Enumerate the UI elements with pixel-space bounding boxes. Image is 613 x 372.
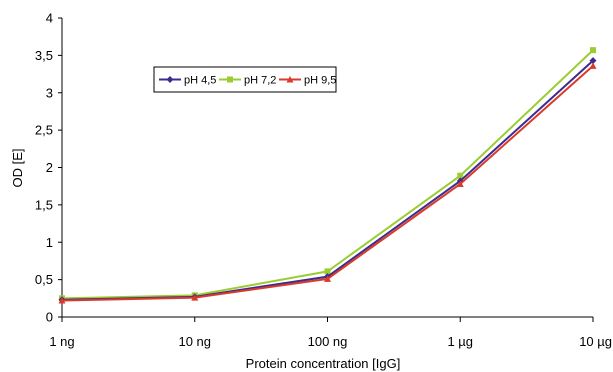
x-tick-label: 100 ng <box>308 334 348 349</box>
y-tick-label: 3,5 <box>35 48 53 63</box>
series-1 <box>58 57 597 304</box>
legend-swatch-marker <box>286 76 294 83</box>
data-point <box>191 294 199 301</box>
legend-label: pH 4,5 <box>184 75 216 87</box>
data-point <box>58 297 66 304</box>
y-tick-label: 2 <box>46 160 53 175</box>
y-tick-label: 0 <box>46 310 53 325</box>
legend-label: pH 9,5 <box>304 75 336 87</box>
y-tick-label: 4 <box>46 11 53 26</box>
legend-swatch-marker <box>166 76 174 83</box>
y-tick-label: 1 <box>46 235 53 250</box>
data-point <box>324 268 331 275</box>
legend-box <box>153 66 337 93</box>
data-point <box>589 57 597 65</box>
y-axis-label: OD [E] <box>10 148 25 187</box>
y-tick-label: 3 <box>46 85 53 100</box>
series-3 <box>58 62 597 304</box>
legend: pH 4,5 pH 7,2 pH 9,5 <box>153 66 337 93</box>
y-tick-label: 1,5 <box>35 197 53 212</box>
series-line <box>61 65 594 302</box>
y-axis: 0 0,5 1 1,5 2 2,5 3 3,5 4 <box>35 11 63 325</box>
y-tick-label: 0,5 <box>35 272 53 287</box>
data-point <box>590 47 596 54</box>
series-layer <box>58 47 597 304</box>
series-line <box>61 59 594 301</box>
data-point <box>457 172 464 179</box>
legend-swatch-marker <box>227 76 233 83</box>
y-tick-label: 2,5 <box>35 123 53 138</box>
data-point <box>589 62 597 69</box>
x-axis: 1 ng 10 ng 100 ng 1 µg 10 µg <box>49 316 612 349</box>
data-point <box>456 180 464 187</box>
x-tick-label: 1 µg <box>447 334 473 349</box>
x-tick-label: 1 ng <box>49 334 74 349</box>
x-tick-label: 10 µg <box>579 334 612 349</box>
data-point <box>324 275 331 282</box>
x-tick-label: 10 ng <box>178 334 211 349</box>
x-axis-label: Protein concentration [IgG] <box>246 356 401 371</box>
legend-label: pH 7,2 <box>244 75 276 87</box>
